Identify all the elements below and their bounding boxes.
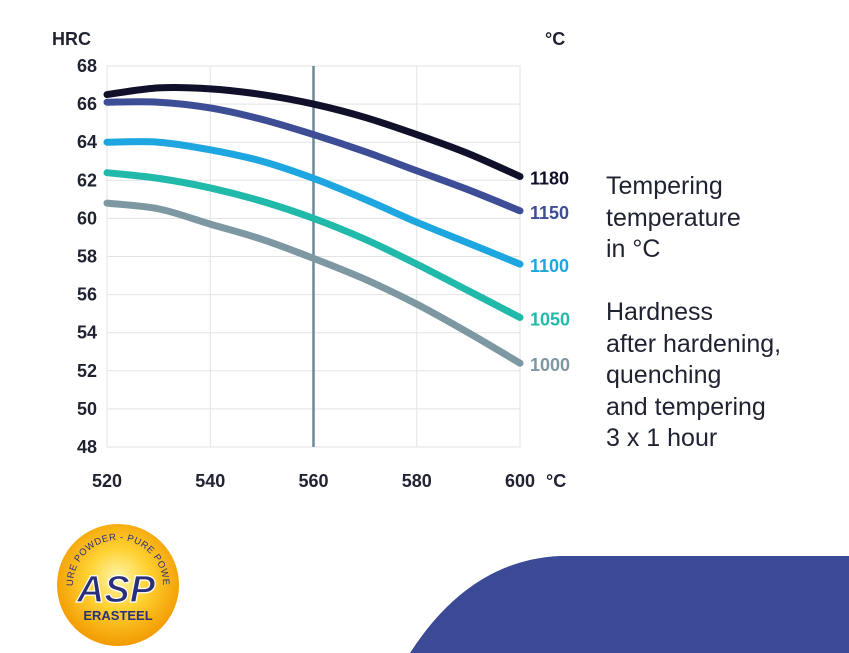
x-tick-label: 580 xyxy=(402,471,432,491)
y-tick-label: 68 xyxy=(77,56,97,76)
series-line-1100 xyxy=(103,138,524,268)
logo-main-text: ASP xyxy=(76,569,156,611)
y-tick-label: 48 xyxy=(77,437,97,457)
series-label-1150: 1150 xyxy=(530,203,569,223)
axes: 68 66 64 62 60 58 56 54 52 50 48 520 540 560 580 600 HRC… xyxy=(52,29,566,491)
asp-erasteel-logo: PURE POWDER - PURE POWER ASP ERASTEEL xyxy=(55,522,179,646)
series-line-1180 xyxy=(103,83,524,180)
series-label-1100: 1100 xyxy=(530,256,569,276)
y-tick-label: 60 xyxy=(77,208,97,228)
series-label-1180: 1180 xyxy=(530,168,569,188)
x-tick-label: 600 xyxy=(505,471,535,491)
series-line-1050 xyxy=(103,169,524,321)
tempering-note: Tempering temperature in °C xyxy=(606,172,741,263)
accent-shape xyxy=(410,556,849,653)
hardness-note: Hardness after hardening, quenching and … xyxy=(606,298,782,452)
x-tick-label: 540 xyxy=(195,471,225,491)
y-tick-label: 50 xyxy=(77,399,97,419)
logo-badge xyxy=(57,524,179,646)
y-tick-label: 64 xyxy=(77,132,97,152)
y2-axis-label: °C xyxy=(545,29,565,49)
x-axis-label: °C xyxy=(546,471,566,491)
y-tick-label: 56 xyxy=(77,285,97,305)
logo-sub-text: ERASTEEL xyxy=(83,608,152,623)
y-tick-label: 54 xyxy=(77,323,97,343)
series-lines xyxy=(103,83,524,367)
series-label-1050: 1050 xyxy=(530,309,570,329)
labels: 1180 1150 1100 1050 1000 xyxy=(530,168,570,375)
x-tick-label: 520 xyxy=(92,471,122,491)
series-label-1000: 1000 xyxy=(530,355,570,375)
x-tick-label: 560 xyxy=(298,471,328,491)
series-line-1150 xyxy=(103,98,524,215)
series-line-1000 xyxy=(103,199,524,367)
y-tick-label: 62 xyxy=(77,170,97,190)
y-tick-label: 66 xyxy=(77,94,97,114)
y-axis-label: HRC xyxy=(52,29,91,49)
y-tick-label: 52 xyxy=(77,361,97,381)
y-tick-label: 58 xyxy=(77,247,97,267)
